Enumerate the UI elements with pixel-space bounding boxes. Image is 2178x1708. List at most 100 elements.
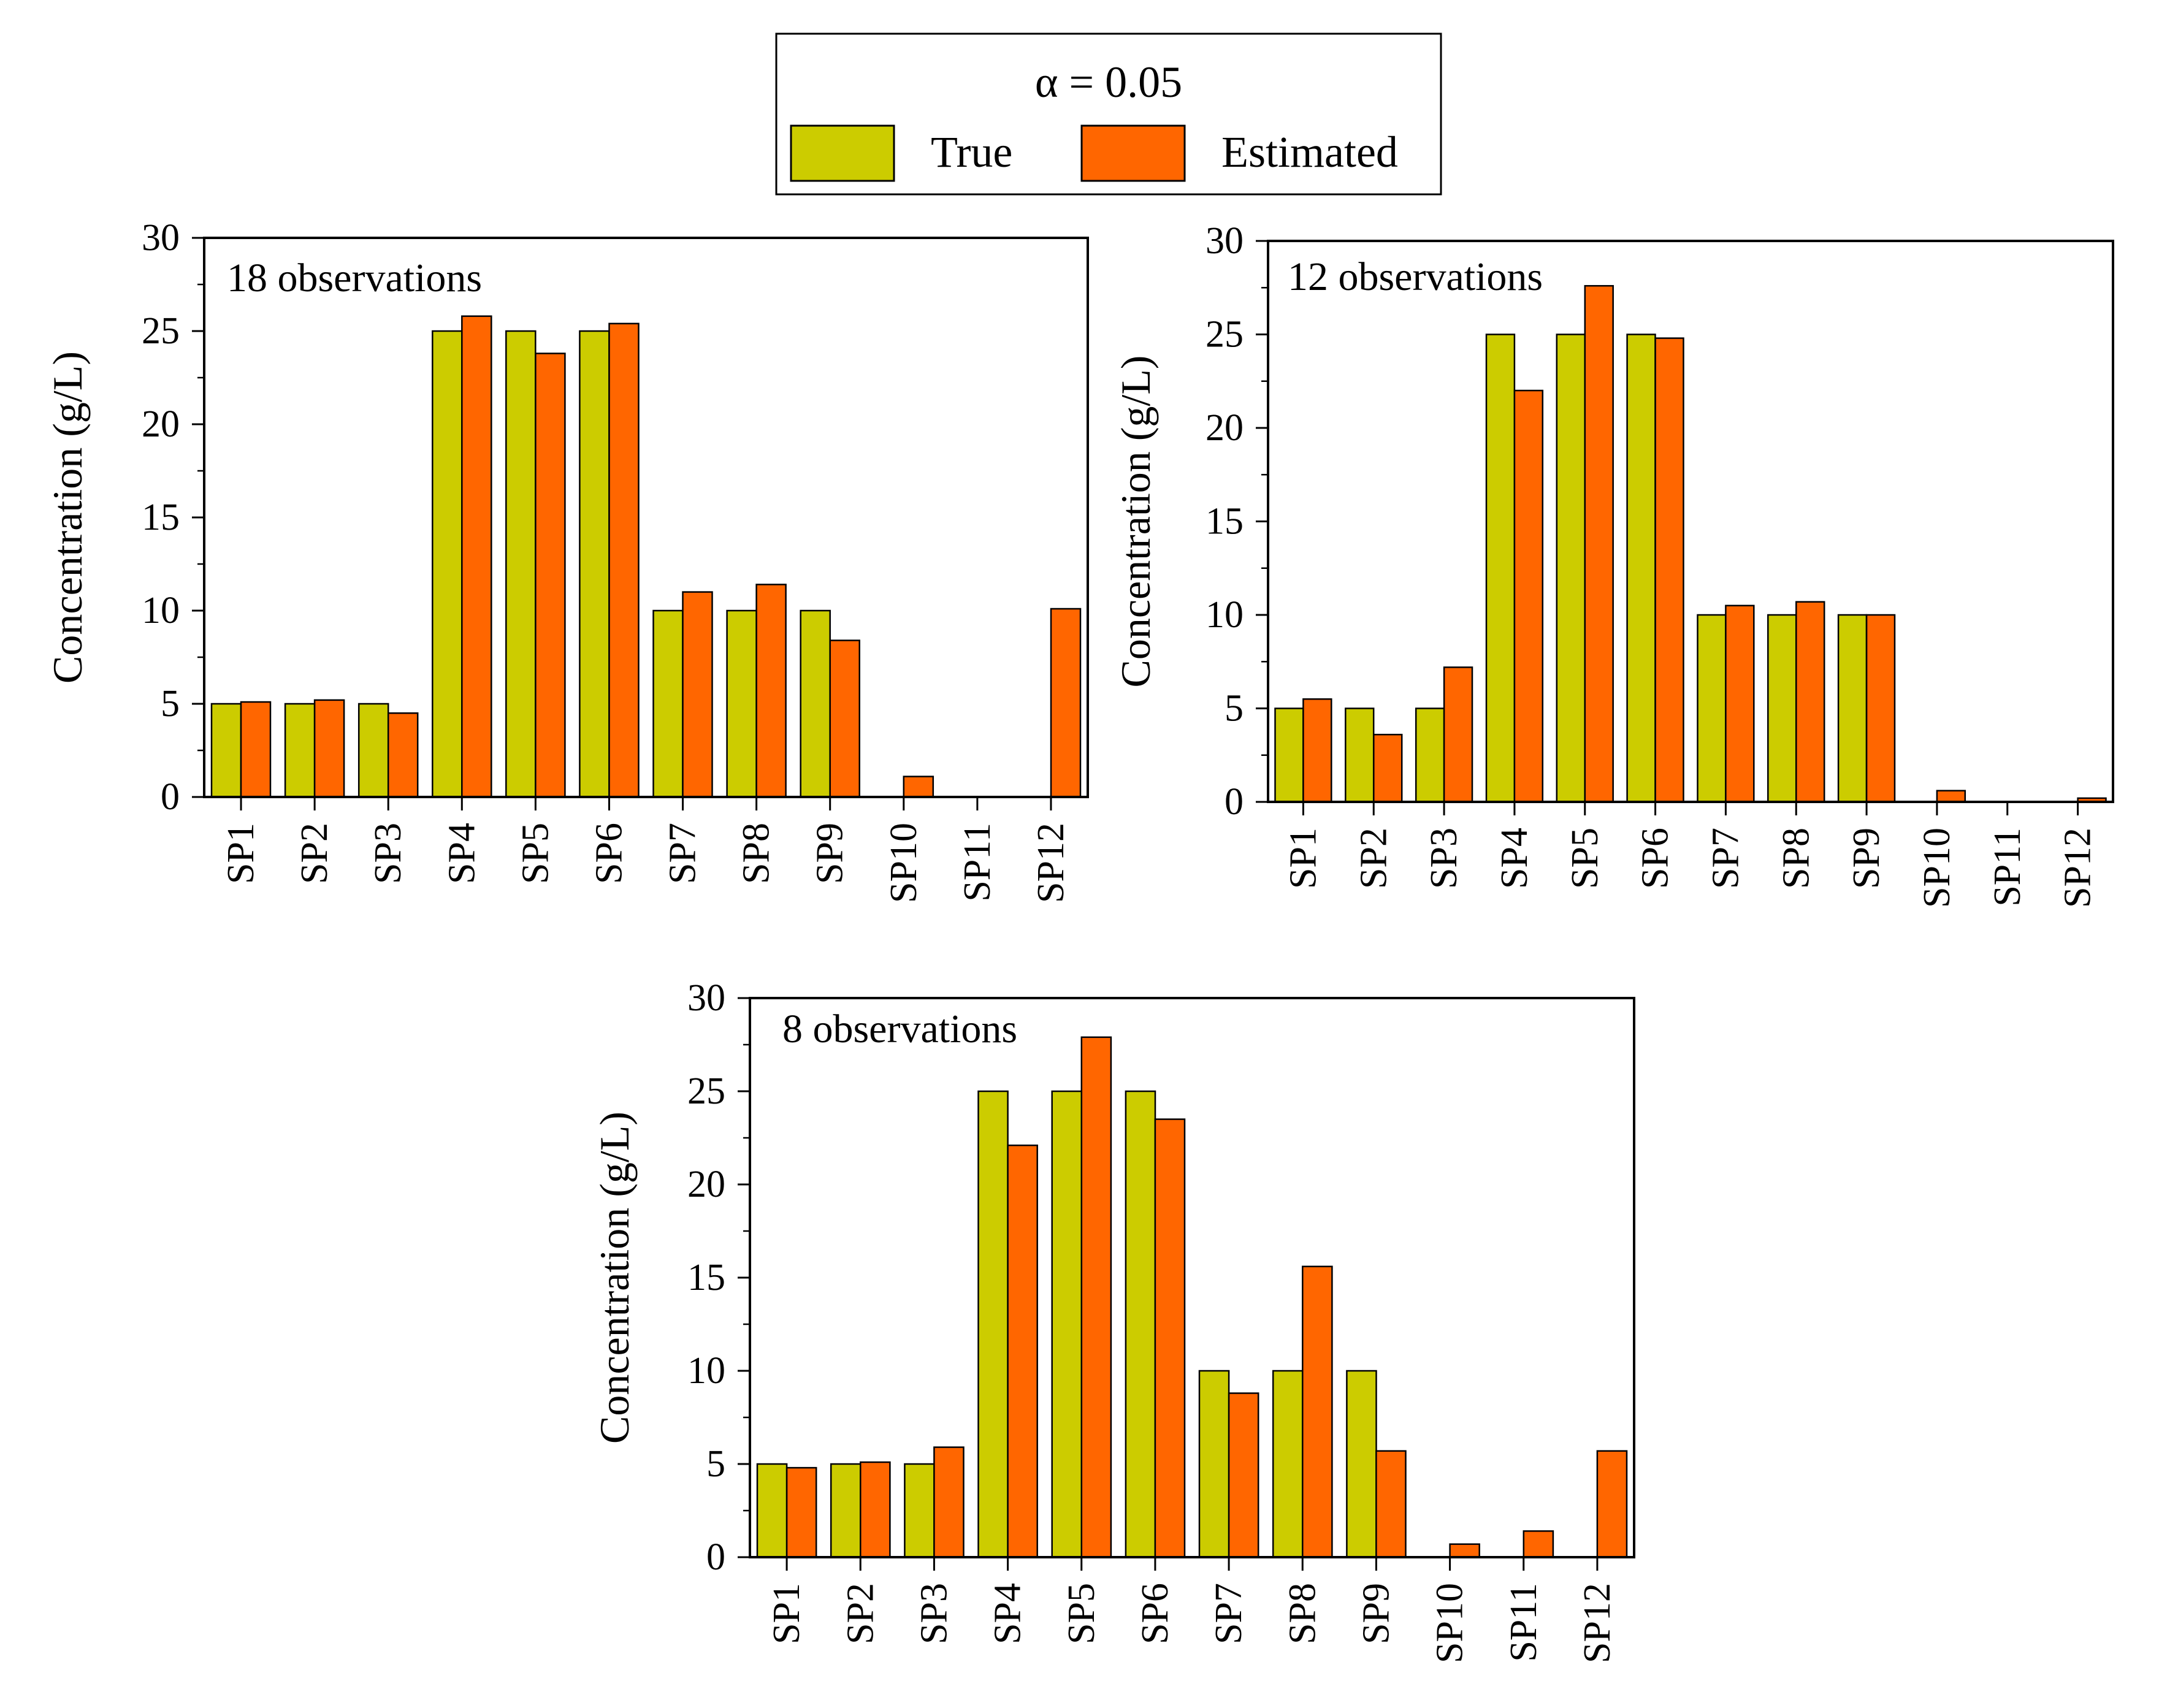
bar-estimated-sp11 — [1523, 1530, 1554, 1558]
y-tick-label-5: 5 — [1225, 688, 1244, 730]
bar-estimated-sp8 — [755, 584, 787, 798]
x-tick-label-sp1: SP1 — [1282, 828, 1324, 889]
y-tick-label-15: 15 — [142, 497, 180, 538]
bar-estimated-sp12 — [1596, 1450, 1628, 1558]
chart-panel-18-observations: SP1 SP2 SP3 SP4 SP5 SP6 SP7 SP8 SP9 SP10 SP11 SP12 0… — [44, 217, 1089, 903]
bar-estimated-sp1 — [240, 701, 272, 798]
bar-true-sp2 — [1345, 707, 1375, 803]
bar-estimated-sp4 — [1007, 1144, 1038, 1558]
panel-title: 12 observations — [1288, 254, 1543, 299]
y-tick-label-15: 15 — [687, 1257, 725, 1298]
bar-estimated-sp3 — [933, 1446, 965, 1558]
x-tick-label-sp8: SP8 — [1282, 1583, 1323, 1644]
x-tick-label-sp6: SP6 — [1635, 828, 1676, 889]
bar-true-sp5 — [1556, 334, 1586, 803]
bar-estimated-sp2 — [1373, 733, 1403, 803]
bar-true-sp9 — [1346, 1370, 1377, 1558]
bar-true-sp4 — [432, 330, 463, 798]
bar-estimated-sp7 — [1228, 1392, 1259, 1558]
x-tick-label-sp4: SP4 — [441, 823, 483, 884]
bar-true-sp4 — [1485, 334, 1516, 803]
bar-true-sp2 — [830, 1463, 862, 1558]
x-tick-label-sp11: SP11 — [1503, 1583, 1545, 1662]
x-tick-label-sp5: SP5 — [1061, 1583, 1102, 1644]
legend-swatch-estimated — [1080, 124, 1186, 182]
panel-title: 8 observations — [782, 1007, 1017, 1051]
x-tick-label-sp11: SP11 — [957, 823, 998, 902]
x-tick-label-sp3: SP3 — [913, 1583, 955, 1644]
x-tick-label-sp9: SP9 — [809, 823, 851, 884]
y-axis-label: Concentration (g/L) — [591, 1111, 638, 1444]
bar-true-sp5 — [1051, 1090, 1083, 1558]
x-tick-label-sp5: SP5 — [1564, 828, 1606, 889]
bar-estimated-sp5 — [1080, 1036, 1112, 1558]
bar-true-sp7 — [1697, 614, 1727, 803]
bar-true-sp2 — [284, 703, 316, 798]
y-tick-label-25: 25 — [1206, 314, 1244, 356]
legend-title: α = 0.05 — [1035, 58, 1182, 107]
y-tick-label-0: 0 — [161, 776, 180, 818]
x-tick-label-sp5: SP5 — [514, 823, 556, 884]
bar-estimated-sp4 — [1513, 389, 1544, 803]
x-tick-label-sp7: SP7 — [1208, 1583, 1250, 1644]
x-tick-label-sp7: SP7 — [1705, 828, 1746, 889]
bar-true-sp8 — [1272, 1370, 1304, 1558]
bar-true-sp7 — [652, 609, 684, 798]
bar-estimated-sp2 — [313, 699, 345, 798]
bar-estimated-sp6 — [1654, 337, 1684, 803]
x-tick-label-sp8: SP8 — [736, 823, 778, 884]
bar-estimated-sp12 — [1050, 608, 1082, 798]
x-tick-label-sp8: SP8 — [1775, 828, 1817, 889]
y-tick-label-30: 30 — [142, 217, 180, 259]
legend-swatch-true — [790, 124, 895, 182]
y-axis-label: Concentration (g/L) — [1112, 356, 1159, 688]
y-tick-label-0: 0 — [1225, 781, 1244, 823]
x-tick-label-sp12: SP12 — [2057, 828, 2099, 908]
bar-estimated-sp10 — [903, 776, 934, 798]
y-tick-label-20: 20 — [1206, 407, 1244, 449]
bar-estimated-sp4 — [461, 315, 492, 798]
legend: α = 0.05 True Estimated — [775, 32, 1442, 196]
bar-estimated-sp3 — [387, 712, 419, 798]
bar-estimated-sp8 — [1795, 601, 1825, 803]
y-tick-label-25: 25 — [687, 1070, 725, 1112]
bar-true-sp6 — [1626, 334, 1656, 803]
x-tick-label-sp12: SP12 — [1030, 823, 1072, 903]
x-tick-label-sp2: SP2 — [294, 823, 335, 884]
y-tick-label-10: 10 — [1206, 594, 1244, 636]
bar-true-sp5 — [505, 330, 537, 798]
x-tick-label-sp3: SP3 — [1423, 828, 1465, 889]
bar-true-sp3 — [357, 703, 389, 798]
y-tick-label-10: 10 — [142, 590, 180, 631]
x-tick-label-sp2: SP2 — [1353, 828, 1394, 889]
bar-true-sp4 — [977, 1090, 1009, 1558]
x-tick-label-sp1: SP1 — [220, 823, 262, 884]
bar-true-sp3 — [1415, 707, 1445, 803]
y-tick-label-10: 10 — [687, 1350, 725, 1392]
bar-estimated-sp6 — [1154, 1118, 1186, 1558]
y-tick-label-15: 15 — [1206, 501, 1244, 543]
y-tick-label-20: 20 — [687, 1164, 725, 1205]
y-tick-label-0: 0 — [706, 1536, 725, 1578]
x-tick-label-sp10: SP10 — [1916, 828, 1958, 908]
x-tick-label-sp4: SP4 — [987, 1583, 1029, 1644]
x-tick-label-sp10: SP10 — [883, 823, 925, 903]
bar-true-sp1 — [210, 703, 242, 798]
panel-title: 18 observations — [227, 256, 482, 300]
y-tick-label-5: 5 — [706, 1443, 725, 1485]
y-tick-label-25: 25 — [142, 310, 180, 352]
y-tick-label-20: 20 — [142, 403, 180, 445]
y-tick-label-30: 30 — [1206, 220, 1244, 262]
bar-true-sp9 — [1837, 614, 1868, 803]
legend-label-true: True — [931, 128, 1012, 177]
x-tick-label-sp6: SP6 — [588, 823, 630, 884]
bar-estimated-sp9 — [1375, 1450, 1407, 1558]
bar-estimated-sp6 — [608, 322, 640, 798]
y-tick-label-5: 5 — [161, 683, 180, 725]
bar-estimated-sp7 — [682, 591, 713, 798]
x-tick-label-sp1: SP1 — [766, 1583, 808, 1644]
bar-estimated-sp1 — [785, 1466, 817, 1558]
bar-estimated-sp5 — [1584, 284, 1614, 803]
bar-true-sp6 — [579, 330, 610, 798]
